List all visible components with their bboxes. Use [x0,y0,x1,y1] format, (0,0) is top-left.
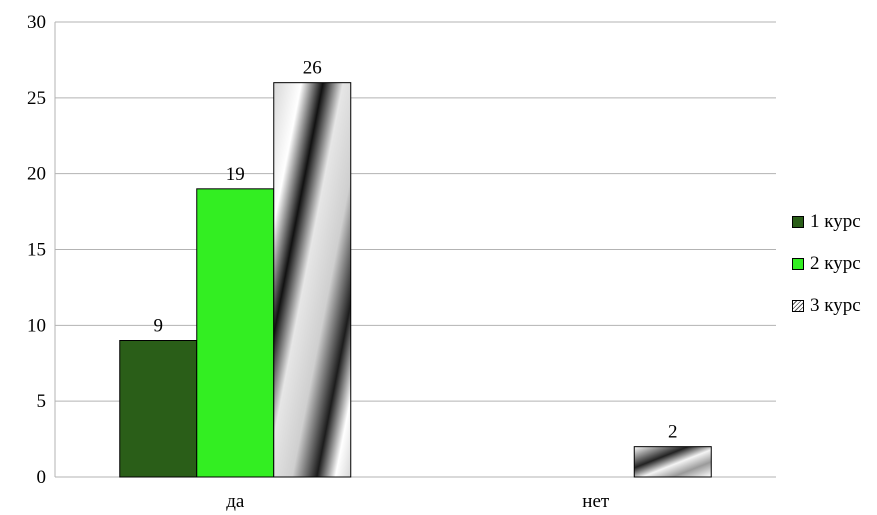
legend-label: 2 курс [810,253,861,274]
legend-label: 3 курс [810,295,861,316]
y-tick-label: 5 [37,391,47,412]
y-tick-label: 15 [27,240,46,261]
y-tick-label: 20 [27,164,46,185]
data-label: 19 [226,164,245,185]
y-tick-label: 0 [37,467,47,488]
legend-label: 1 курс [810,211,861,232]
y-tick-label: 30 [27,12,46,33]
y-tick-label: 25 [27,88,46,109]
legend: 1 курс 2 курс 3 курс [792,210,861,336]
legend-item: 3 курс [792,294,861,318]
data-label: 26 [303,58,322,79]
bar-2-курс-да [196,188,275,478]
data-label: 2 [668,422,678,443]
bar-3-курс-да [273,82,352,478]
bar-3-курс-нет [633,446,712,478]
x-category-label: да [226,491,245,512]
data-label: 9 [154,316,164,337]
x-category-label: нет [582,491,610,512]
legend-item: 2 курс [792,252,861,276]
legend-swatch [792,258,804,270]
y-tick-label: 10 [27,315,46,336]
legend-swatch [792,300,804,312]
legend-swatch [792,216,804,228]
bar-1-курс-да [119,340,198,478]
legend-item: 1 курс [792,210,861,234]
